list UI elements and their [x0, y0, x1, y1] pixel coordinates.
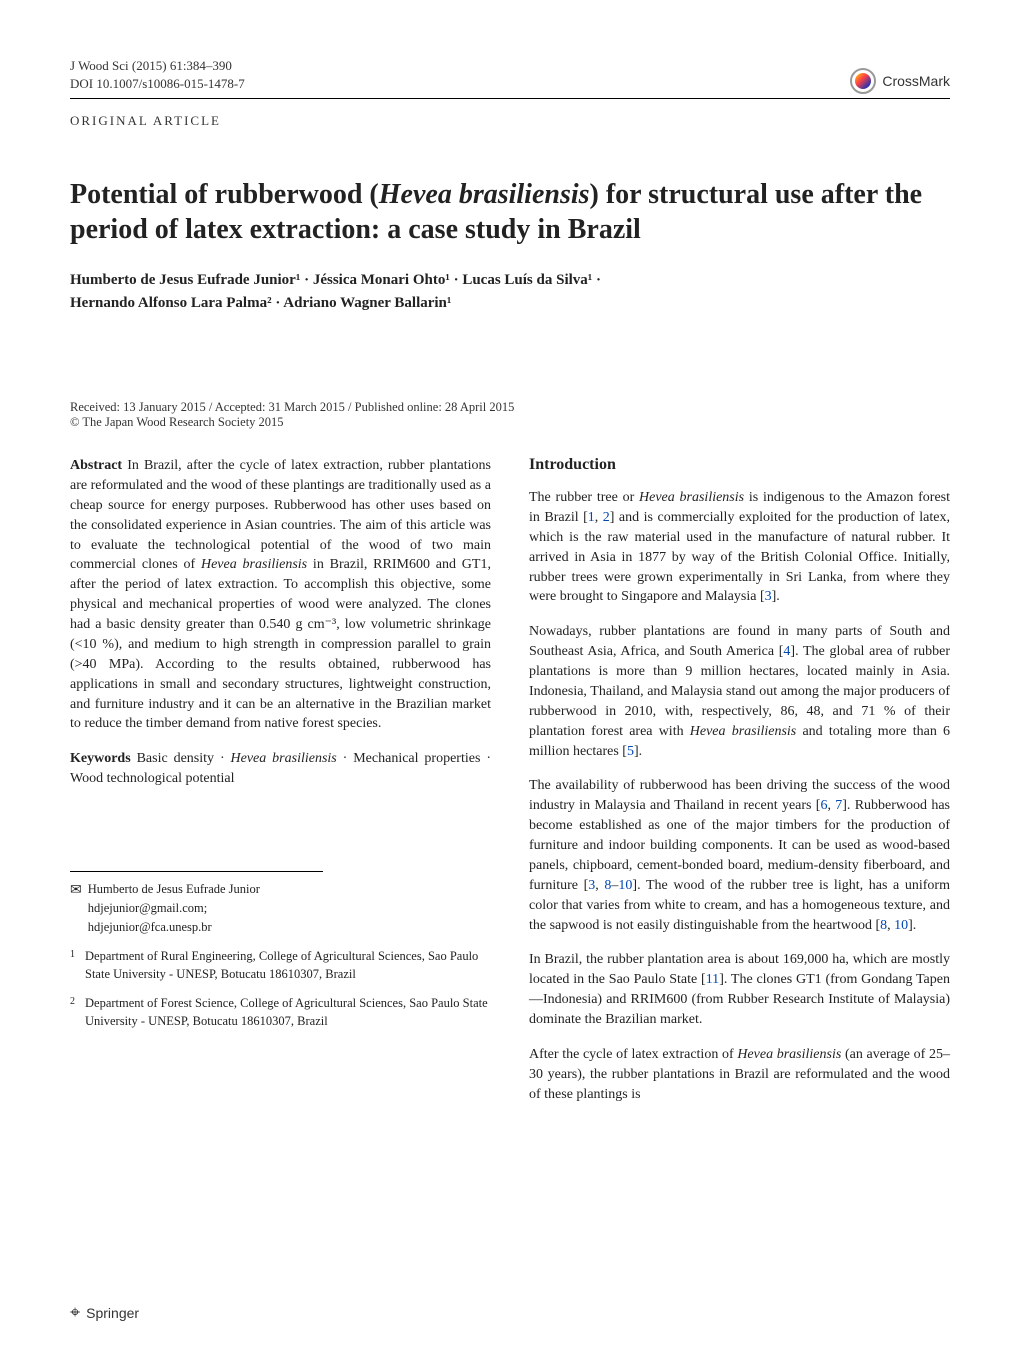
intro-paragraph-2: Nowadays, rubber plantations are found i…	[529, 622, 950, 761]
ref-link[interactable]: 5	[627, 744, 634, 759]
right-column: Introduction The rubber tree or Hevea br…	[529, 456, 950, 1120]
abstract-label: Abstract	[70, 458, 122, 473]
copyright: © The Japan Wood Research Society 2015	[70, 415, 950, 430]
keywords: Keywords Basic density · Hevea brasilien…	[70, 749, 491, 789]
affiliation-number: 2	[70, 995, 75, 1030]
envelope-icon: ✉	[70, 880, 82, 901]
abstract: Abstract In Brazil, after the cycle of l…	[70, 456, 491, 734]
authors-line-2: Hernando Alfonso Lara Palma² · Adriano W…	[70, 292, 950, 315]
doi: DOI 10.1007/s10086-015-1478-7	[70, 76, 950, 92]
correspondence-block: ✉ Humberto de Jesus Eufrade Junior hdjej…	[70, 871, 323, 936]
springer-icon: ⌖	[70, 1302, 80, 1323]
ref-link[interactable]: 3	[765, 589, 772, 604]
ref-link[interactable]: 10	[618, 878, 632, 893]
author-list: Humberto de Jesus Eufrade Junior¹ · Jéss…	[70, 269, 950, 314]
affiliation-1: 1 Department of Rural Engineering, Colle…	[70, 948, 491, 983]
introduction-heading: Introduction	[529, 456, 950, 474]
corresponding-emails: hdjejunior@gmail.com; hdjejunior@fca.une…	[88, 899, 323, 937]
ref-link[interactable]: 1	[588, 510, 595, 525]
publisher-footer: ⌖ Springer	[70, 1302, 139, 1323]
corresponding-author: Humberto de Jesus Eufrade Junior	[88, 880, 323, 899]
affiliation-text: Department of Forest Science, College of…	[85, 995, 491, 1030]
ref-link[interactable]: 2	[603, 510, 610, 525]
ref-link[interactable]: 10	[894, 918, 908, 933]
intro-paragraph-5: After the cycle of latex extraction of H…	[529, 1045, 950, 1105]
article-dates: Received: 13 January 2015 / Accepted: 31…	[70, 400, 950, 415]
affiliation-text: Department of Rural Engineering, College…	[85, 948, 491, 983]
affiliation-2: 2 Department of Forest Science, College …	[70, 995, 491, 1030]
intro-paragraph-1: The rubber tree or Hevea brasiliensis is…	[529, 488, 950, 607]
publisher-name: Springer	[86, 1305, 139, 1321]
authors-line-1: Humberto de Jesus Eufrade Junior¹ · Jéss…	[70, 269, 950, 292]
left-column: Abstract In Brazil, after the cycle of l…	[70, 456, 491, 1120]
intro-paragraph-4: In Brazil, the rubber plantation area is…	[529, 950, 950, 1030]
ref-link[interactable]: 11	[706, 972, 719, 987]
journal-reference: J Wood Sci (2015) 61:384–390	[70, 58, 950, 74]
affiliation-number: 1	[70, 948, 75, 983]
crossmark-label: CrossMark	[882, 73, 950, 89]
crossmark-badge[interactable]: CrossMark	[850, 68, 950, 94]
keywords-label: Keywords	[70, 751, 131, 766]
intro-paragraph-3: The availability of rubberwood has been …	[529, 776, 950, 935]
header-rule	[70, 98, 950, 99]
crossmark-icon	[850, 68, 876, 94]
article-type: ORIGINAL ARTICLE	[70, 113, 950, 129]
article-title: Potential of rubberwood (Hevea brasilien…	[70, 177, 950, 247]
